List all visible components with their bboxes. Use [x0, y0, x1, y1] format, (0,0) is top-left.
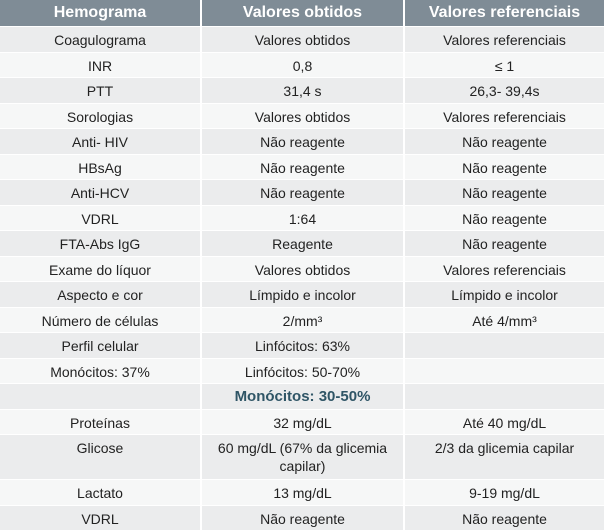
table-row: PTT 31,4 s 26,3- 39,4s — [0, 77, 604, 103]
reference-value — [404, 357, 604, 384]
table-row: Coagulograma Valores obtidos Valores ref… — [0, 26, 604, 52]
reference-value: ≤ 1 — [404, 51, 604, 78]
obtained-value: Linfócitos: 50-70% — [201, 357, 405, 384]
row-label: Número de células — [0, 306, 202, 333]
reference-value: Não reagente — [404, 504, 604, 530]
row-label: Anti- HIV — [0, 128, 202, 154]
table-row: Número de células 2/mm³ Até 4/mm³ — [0, 306, 604, 333]
reference-value: Valores referenciais — [404, 26, 604, 52]
reference-value: 2/3 da glicemia capilar — [404, 434, 604, 480]
table-row: Monócitos: 30-50% — [0, 383, 604, 409]
header-valores-obtidos: Valores obtidos — [201, 0, 405, 27]
row-label: Exame do líquor — [0, 255, 202, 282]
row-label: VDRL — [0, 204, 202, 231]
row-label: Sorologias — [0, 102, 202, 129]
row-label — [0, 383, 202, 409]
header-valores-referenciais: Valores referenciais — [404, 0, 604, 27]
obtained-value: Valores obtidos — [201, 102, 405, 129]
reference-value: Não reagente — [404, 179, 604, 205]
row-label: Coagulograma — [0, 26, 202, 52]
obtained-value: Não reagente — [201, 504, 405, 530]
row-label: Glicose — [0, 434, 202, 480]
table-row: FTA-Abs IgG Reagente Não reagente — [0, 230, 604, 256]
table-row: Anti-HCV Não reagente Não reagente — [0, 179, 604, 205]
reference-value: Límpido e incolor — [404, 281, 604, 307]
obtained-value: Valores obtidos — [201, 255, 405, 282]
reference-value — [404, 332, 604, 358]
table-row: Lactato 13 mg/dL 9-19 mg/dL — [0, 479, 604, 505]
header-row: Hemograma Valores obtidos Valores refere… — [0, 0, 604, 27]
reference-value: Até 4/mm³ — [404, 306, 604, 333]
obtained-value: Não reagente — [201, 153, 405, 180]
row-label: Lactato — [0, 479, 202, 505]
table-row: Anti- HIV Não reagente Não reagente — [0, 128, 604, 154]
reference-value — [404, 383, 604, 409]
table-row: INR 0,8 ≤ 1 — [0, 51, 604, 78]
table-row: Perfil celular Linfócitos: 63% — [0, 332, 604, 358]
table-row: Glicose 60 mg/dL (67% da glicemia capila… — [0, 434, 604, 480]
table-row: Monócitos: 37% Linfócitos: 50-70% — [0, 357, 604, 384]
header-hemograma: Hemograma — [0, 0, 202, 27]
row-label: FTA-Abs IgG — [0, 230, 202, 256]
reference-value: Valores referenciais — [404, 255, 604, 282]
obtained-value: 1:64 — [201, 204, 405, 231]
obtained-value: 60 mg/dL (67% da glicemia capilar) — [201, 434, 405, 480]
row-label: VDRL — [0, 504, 202, 530]
row-label: INR — [0, 51, 202, 78]
reference-value: Até 40 mg/dL — [404, 408, 604, 435]
row-label: Proteínas — [0, 408, 202, 435]
table-row: Exame do líquor Valores obtidos Valores … — [0, 255, 604, 282]
reference-value: Não reagente — [404, 153, 604, 180]
reference-value: 9-19 mg/dL — [404, 479, 604, 505]
row-label: Monócitos: 37% — [0, 357, 202, 384]
obtained-value: 0,8 — [201, 51, 405, 78]
reference-value: 26,3- 39,4s — [404, 77, 604, 103]
obtained-value: 31,4 s — [201, 77, 405, 103]
table-row: Proteínas 32 mg/dL Até 40 mg/dL — [0, 408, 604, 435]
obtained-value: Não reagente — [201, 179, 405, 205]
reference-value: Valores referenciais — [404, 102, 604, 129]
table-row: HBsAg Não reagente Não reagente — [0, 153, 604, 180]
obtained-value: Límpido e incolor — [201, 281, 405, 307]
obtained-value: Monócitos: 30-50% — [201, 383, 405, 409]
row-label: Perfil celular — [0, 332, 202, 358]
obtained-value: 32 mg/dL — [201, 408, 405, 435]
table-row: VDRL Não reagente Não reagente — [0, 504, 604, 530]
obtained-value: Reagente — [201, 230, 405, 256]
obtained-value: Não reagente — [201, 128, 405, 154]
obtained-value: Valores obtidos — [201, 26, 405, 52]
row-label: Aspecto e cor — [0, 281, 202, 307]
reference-value: Não reagente — [404, 204, 604, 231]
table-row: Sorologias Valores obtidos Valores refer… — [0, 102, 604, 129]
table-row: Aspecto e cor Límpido e incolor Límpido … — [0, 281, 604, 307]
row-label: HBsAg — [0, 153, 202, 180]
table-row: VDRL 1:64 Não reagente — [0, 204, 604, 231]
obtained-value: Linfócitos: 63% — [201, 332, 405, 358]
row-label: Anti-HCV — [0, 179, 202, 205]
row-label: PTT — [0, 77, 202, 103]
obtained-value: 2/mm³ — [201, 306, 405, 333]
obtained-value: 13 mg/dL — [201, 479, 405, 505]
reference-value: Não reagente — [404, 230, 604, 256]
reference-value: Não reagente — [404, 128, 604, 154]
